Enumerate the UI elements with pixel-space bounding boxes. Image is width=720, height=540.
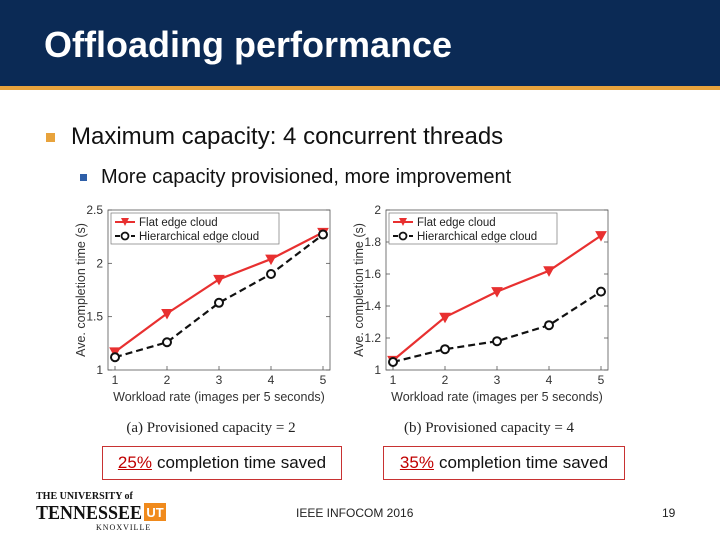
- legend-label: Hierarchical edge cloud: [417, 231, 537, 243]
- data-point-flat: [439, 312, 451, 324]
- slide-title: Offloading performance: [44, 24, 453, 65]
- logo-mark: UT: [146, 505, 163, 520]
- y-axis-label: Ave. completion time (s): [352, 223, 366, 357]
- logo-line1: THE UNIVERSITY of: [36, 491, 134, 502]
- footer-text: IEEE INFOCOM 2016: [296, 506, 414, 520]
- bullet-level2: More capacity provisioned, more improvem…: [80, 162, 511, 192]
- data-point-hier: [440, 344, 450, 355]
- data-point-flat: [213, 274, 225, 286]
- data-point-hier: [388, 357, 398, 367]
- y-tick-label: 2.5: [86, 203, 103, 217]
- y-tick-label: 1.5: [86, 310, 103, 324]
- y-tick-label: 1.6: [364, 267, 381, 281]
- bullet-square-icon: [46, 132, 55, 142]
- legend-box: [110, 212, 280, 245]
- callout-a-text: completion time saved: [156, 453, 327, 472]
- chart-b: 1 1.2 1.4 1.6 1.8 2 1 2 3 4 5 Workload rate (images…: [352, 203, 609, 436]
- x-tick-label: 2: [442, 373, 449, 387]
- chart-subtitle: (b) Provisioned capacity = 4: [404, 420, 575, 436]
- callout-a-percent: 25%: [117, 453, 152, 472]
- legend-box: [388, 212, 558, 245]
- title-bar: [0, 0, 720, 90]
- y-tick-label: 2: [96, 256, 103, 270]
- data-point-hier: [214, 297, 224, 308]
- x-tick-label: 1: [390, 373, 397, 387]
- x-tick-label: 2: [164, 373, 171, 387]
- callout-b-percent: 35%: [399, 453, 434, 472]
- legend-label: Flat edge cloud: [139, 217, 218, 229]
- y-tick-label: 1.2: [364, 331, 381, 345]
- callout-b: 35% completion time saved: [383, 446, 625, 480]
- x-tick-label: 4: [546, 373, 553, 387]
- data-point-hier: [162, 337, 172, 348]
- data-point-hier: [596, 286, 606, 297]
- x-tick-label: 5: [598, 373, 605, 387]
- x-tick-label: 3: [216, 373, 223, 387]
- data-point-hier: [492, 336, 502, 347]
- legend-label: Flat edge cloud: [417, 217, 496, 229]
- data-point-hier: [110, 352, 120, 363]
- data-point-flat: [543, 266, 555, 277]
- page-number: 19: [662, 506, 676, 520]
- series-line-1: [114, 233, 324, 359]
- y-tick-label: 1.4: [364, 299, 381, 313]
- legend-marker-hier: [398, 231, 408, 241]
- x-axis-label: Workload rate (images per 5 seconds): [113, 390, 325, 404]
- legend-marker-hier: [120, 231, 130, 241]
- title-accent-line: [0, 86, 720, 90]
- data-point-flat: [161, 308, 173, 320]
- x-tick-label: 4: [268, 373, 275, 387]
- logo-line2: TENNESSEE: [36, 502, 142, 524]
- legend-label: Hierarchical edge cloud: [139, 231, 259, 243]
- bullet-square-icon: [80, 173, 87, 181]
- callout-b-text: completion time saved: [438, 453, 609, 472]
- x-tick-label: 5: [320, 373, 327, 387]
- logo-mark-bg: [144, 503, 166, 521]
- series-line-1: [392, 290, 602, 364]
- university-logo: THE UNIVERSITY of TENNESSEE UT KNOXVILLE: [36, 491, 166, 532]
- legend-marker-flat: [399, 218, 407, 226]
- x-tick-label: 1: [112, 373, 119, 387]
- bullet-level1: Maximum capacity: 4 concurrent threads: [46, 120, 503, 154]
- y-tick-label: 2: [374, 203, 381, 217]
- data-point-hier: [318, 229, 328, 240]
- logo-line3: KNOXVILLE: [96, 523, 151, 532]
- chart-subtitle: (a) Provisioned capacity = 2: [126, 420, 295, 436]
- data-point-flat: [595, 231, 607, 242]
- x-axis-label: Workload rate (images per 5 seconds): [391, 390, 603, 404]
- chart-a: 1 1.5 2 2.5 1 2 3 4 5 Workload rate (images per 5…: [74, 203, 331, 436]
- bullet-level1-text: Maximum capacity: 4 concurrent threads: [71, 123, 504, 150]
- y-tick-label: 1: [374, 363, 381, 377]
- data-point-flat: [491, 287, 503, 298]
- callout-a: 25% completion time saved: [102, 446, 342, 480]
- data-point-flat: [265, 254, 277, 266]
- y-axis-label: Ave. completion time (s): [74, 223, 88, 357]
- y-tick-label: 1: [96, 363, 103, 377]
- data-point-hier: [544, 320, 554, 331]
- x-tick-label: 3: [494, 373, 501, 387]
- legend-marker-flat: [121, 218, 129, 226]
- data-point-hier: [266, 269, 276, 279]
- bullet-level2-text: More capacity provisioned, more improvem…: [101, 165, 512, 188]
- y-tick-label: 1.8: [364, 235, 381, 249]
